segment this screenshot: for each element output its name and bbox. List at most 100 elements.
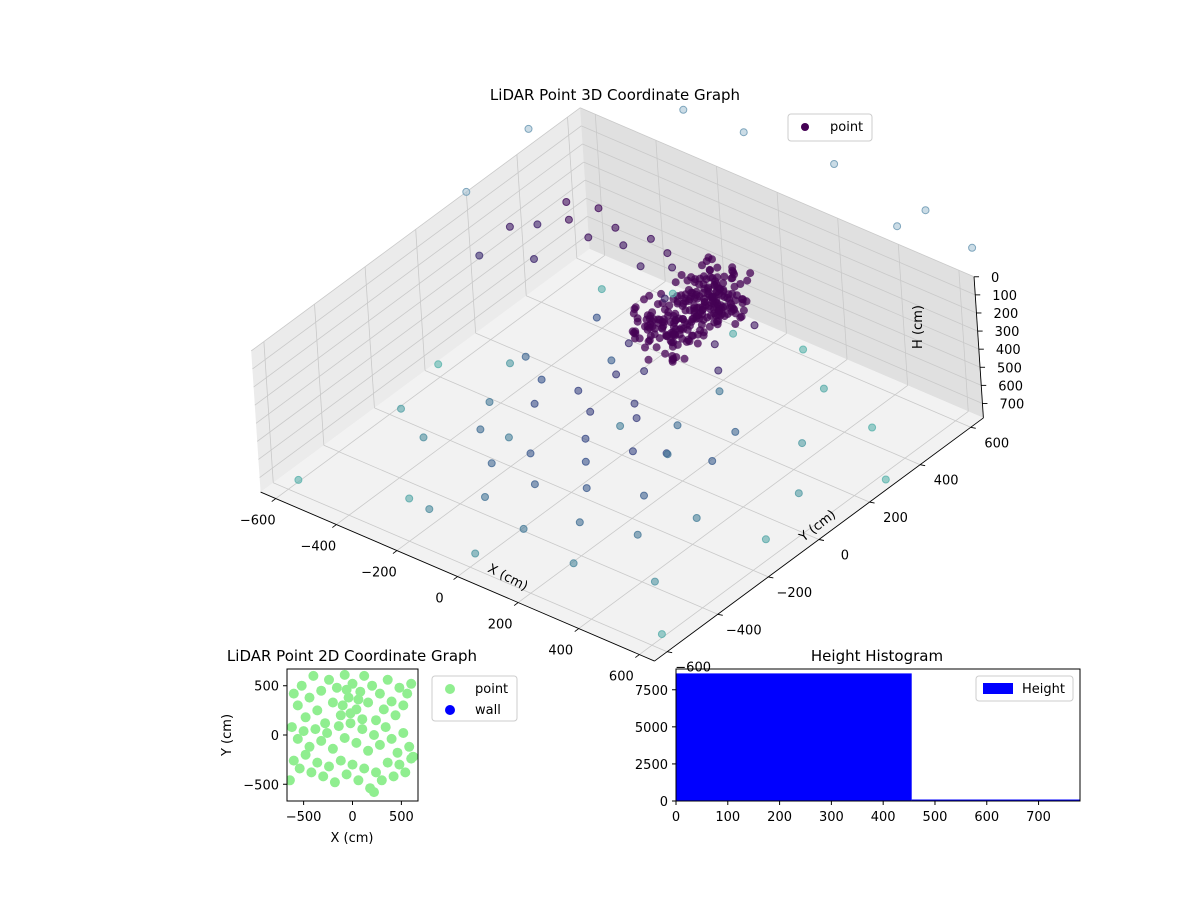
chart-2d-legend-point-label: point bbox=[475, 682, 508, 697]
chart-2d-point bbox=[390, 710, 401, 721]
chart-3d-gridline-y bbox=[465, 191, 477, 334]
chart-2d-point bbox=[382, 757, 393, 768]
chart-3d-gridline-z bbox=[257, 197, 587, 442]
chart-3d-cluster-point bbox=[720, 272, 729, 281]
chart-3d-cluster-point bbox=[680, 318, 689, 327]
chart-2d-point bbox=[353, 694, 364, 705]
chart-3d-point bbox=[761, 535, 770, 544]
chart-3d-cluster-point bbox=[678, 302, 687, 311]
chart-2d-point bbox=[300, 712, 311, 723]
chart-3d-cluster-point bbox=[649, 315, 658, 324]
chart-2d-point bbox=[300, 749, 311, 760]
chart-3d-point bbox=[881, 475, 890, 484]
chart-2d-point bbox=[359, 670, 370, 681]
chart-3d-point bbox=[715, 387, 724, 396]
chart-3d-gridline-y bbox=[475, 332, 870, 503]
chart-2d-point bbox=[406, 753, 417, 764]
chart-3d-point bbox=[619, 241, 628, 250]
chart-3d-cluster-point bbox=[671, 278, 680, 287]
chart-2d-point bbox=[345, 718, 356, 729]
chart-2d-point bbox=[287, 722, 297, 733]
chart-3d-cluster-point bbox=[699, 289, 708, 297]
chart-2d-point bbox=[402, 688, 413, 699]
chart-2d-point bbox=[374, 739, 385, 750]
chart-3d-point bbox=[668, 289, 677, 298]
chart-3d-legend-frame bbox=[787, 113, 873, 142]
chart-3d-cluster-point bbox=[684, 335, 693, 344]
chart-3d-y-tick-label: 0 bbox=[841, 549, 849, 564]
chart-2d-point bbox=[369, 787, 379, 798]
chart-3d-point bbox=[692, 514, 701, 522]
chart-3d-cluster-point bbox=[730, 282, 739, 291]
chart-3d-legend[interactable]: point bbox=[787, 113, 873, 142]
chart-3d-y-tick-label: 200 bbox=[883, 511, 908, 526]
chart-3d-y-tick bbox=[970, 426, 976, 429]
chart-2d-legend-point-marker bbox=[445, 684, 455, 694]
chart-2d-point bbox=[318, 771, 329, 782]
chart-3d-point bbox=[731, 427, 740, 436]
chart-3d-point bbox=[397, 404, 405, 413]
chart-3d-cluster-point bbox=[713, 273, 722, 282]
chart-3d-point bbox=[660, 294, 669, 303]
chart-3d-gridline-y bbox=[364, 266, 375, 408]
histogram-x-tick-label: 700 bbox=[1026, 810, 1051, 825]
chart-2d-point bbox=[294, 763, 305, 774]
chart-3d-gridline-x bbox=[958, 270, 969, 412]
chart-3d-point bbox=[708, 457, 717, 465]
chart-2d-point bbox=[292, 700, 303, 711]
histogram-legend-label: Height bbox=[1022, 682, 1065, 697]
chart-3d-point bbox=[574, 386, 583, 395]
chart-2d-x-tick-label: −500 bbox=[286, 810, 322, 825]
chart-2d-legend[interactable]: point wall bbox=[431, 675, 518, 722]
chart-3d-point bbox=[575, 518, 584, 527]
chart-3d-point bbox=[630, 399, 639, 408]
chart-3d-point bbox=[504, 433, 513, 442]
chart-3d-y-tick-label: −200 bbox=[776, 586, 812, 601]
chart-3d-cluster-point bbox=[669, 354, 678, 363]
chart-3d-z-axis-line bbox=[973, 276, 984, 418]
chart-3d-cluster-point bbox=[695, 314, 704, 323]
chart-3d-z-tick-label: 500 bbox=[997, 361, 1022, 376]
chart-2d-point bbox=[347, 759, 358, 770]
chart-3d-x-tick bbox=[635, 654, 640, 658]
chart-3d-points bbox=[294, 105, 977, 639]
chart-3d-point bbox=[714, 366, 723, 375]
chart-3d-cluster-point bbox=[686, 292, 695, 301]
chart-3d-point bbox=[612, 370, 621, 379]
chart-3d-cluster-point bbox=[746, 269, 755, 278]
chart-3d-x-tick bbox=[271, 498, 277, 502]
histogram-legend[interactable]: Height bbox=[975, 675, 1074, 702]
chart-3d-point bbox=[419, 433, 428, 442]
histogram-x-tick-label: 400 bbox=[871, 810, 896, 825]
chart-3d-gridline-z bbox=[583, 161, 978, 332]
chart-3d-cluster-point bbox=[705, 265, 714, 274]
chart-3d-z-tick-label: 100 bbox=[992, 289, 1017, 304]
chart-2d-point bbox=[312, 757, 323, 768]
chart-3d-point bbox=[799, 345, 808, 354]
chart-2d-point bbox=[298, 726, 309, 737]
chart-histogram: Height Histogram 0 100 200 300 400 500 600 7000… bbox=[635, 647, 1081, 825]
chart-3d-gridline-z bbox=[251, 107, 581, 352]
chart-2d-point bbox=[404, 741, 415, 752]
chart-3d-gridline-x bbox=[776, 192, 787, 334]
chart-3d-gridline-z bbox=[259, 234, 589, 478]
chart-2d-point bbox=[400, 767, 411, 778]
chart-2d-x-tick-label: 0 bbox=[348, 810, 356, 825]
chart-3d-gridline-z bbox=[255, 179, 586, 424]
chart-3d-outlier-point bbox=[893, 222, 902, 231]
chart-2d-y-tick-label: 0 bbox=[271, 729, 279, 744]
chart-2d: LiDAR Point 2D Coordinate Graph −500 0 500… bbox=[220, 647, 518, 846]
chart-2d-point bbox=[324, 761, 334, 772]
chart-2d-point bbox=[357, 714, 368, 725]
chart-2d-point bbox=[380, 722, 391, 733]
chart-2d-point bbox=[343, 692, 354, 703]
chart-2d-point bbox=[369, 730, 379, 740]
chart-3d-gridline-z bbox=[582, 143, 977, 314]
histogram-x-tick-label: 100 bbox=[715, 810, 740, 825]
histogram-y-tick-label: 7500 bbox=[635, 684, 668, 699]
chart-3d-point bbox=[434, 360, 443, 369]
chart-3d-point bbox=[592, 313, 601, 322]
chart-2d-points bbox=[287, 669, 418, 798]
chart-3d-cluster-point bbox=[687, 317, 696, 326]
